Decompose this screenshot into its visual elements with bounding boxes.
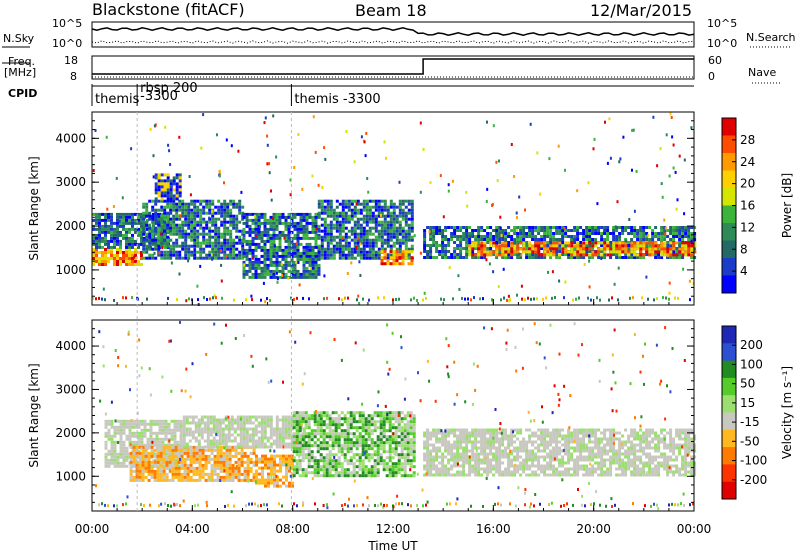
velocity-colorbar-label: Velocity [m s⁻¹] [780,366,794,459]
noise-panel-frame [91,21,695,48]
power-colorbar-label: Power [dB] [780,173,794,238]
power-colorbar-tick-label: 24 [740,155,755,169]
velocity-colorbar-segment [722,412,736,431]
velocity-colorbar-tick-label: -200 [740,473,767,487]
freq-panel-frame [91,55,695,80]
cpid-segment-label: -3300 [140,89,178,104]
noise-search-series [91,40,695,44]
velocity-colorbar-segment [722,377,736,396]
power-colorbar-segment [722,223,736,241]
velocity-colorbar-tick-label: 200 [740,338,763,352]
velocity-colorbar-tick-label: -15 [740,415,760,429]
freq-label-bottom: [MHz] [4,66,37,79]
xtick-label: 04:00 [175,522,210,536]
power-colorbar-tick-label: 8 [740,242,748,256]
noise-left-tick-bottom: 10^0 [52,37,83,50]
velocity-colorbar-segment [722,464,736,483]
noise-right-tick-top: 10^5 [707,17,738,30]
power-colorbar-segment [722,153,736,171]
velocity-band [129,445,256,482]
velocity-colorbar-segment [722,429,736,448]
velocity-ytick-label: 3000 [55,382,86,396]
nave-label: Nave [748,66,777,79]
xtick-label: 16:00 [476,522,511,536]
velocity-colorbar-tick-label: -100 [740,454,767,468]
xtick-label: 00:00 [75,522,110,536]
power-colorbar-tick-label: 12 [740,220,755,234]
power-colorbar-segment [722,170,736,189]
power-ytick-label: 2000 [55,219,86,233]
velocity-ytick-label: 1000 [55,469,86,483]
power-band [154,173,182,201]
power-band [92,248,143,266]
velocity-ytick-label: 4000 [55,339,86,353]
cpid-segment-label: rbsp 200 [140,81,198,96]
velocity-colorbar-tick-label: -50 [740,434,760,448]
power-colorbar-segment [722,135,736,154]
xtick-label: 20:00 [576,522,611,536]
cpid-segment-label: themis -3300 [294,92,380,107]
noise-left-tick-top: 10^5 [52,17,83,30]
power-band [242,212,321,279]
velocity-colorbar-segment [722,481,736,500]
power-scatter [92,112,695,306]
freq-label-top: Freq. [8,55,36,68]
velocity-colorbar-tick-label: 100 [740,357,763,371]
power-band [317,199,414,260]
power-colorbar-segment [722,188,736,206]
velocity-scatter [95,320,694,511]
date-label: 12/Mar/2015 [590,1,693,20]
power-colorbar-segment [722,118,736,136]
xtick-label: 08:00 [275,522,310,536]
velocity-ytick-label: 2000 [55,426,86,440]
power-colorbar-segment [722,205,736,224]
velocity-colorbar-tick-label: 50 [740,377,755,391]
power-colorbar-tick-label: 16 [740,199,755,213]
velocity-band [179,415,306,449]
freq-left-tick-top: 18 [64,54,78,67]
cpid-label: CPID [8,87,38,100]
freq-right-tick-top: 60 [708,54,722,67]
power-ytick-label: 4000 [55,131,86,145]
power-band [380,250,414,266]
power-colorbar-segment [722,258,736,276]
xtick-label: 00:00 [677,522,712,536]
power-band [142,199,245,260]
velocity-colorbar-segment [722,360,736,379]
velocity-band [423,428,697,477]
power-ytick-label: 1000 [55,263,86,277]
noise-right-tick-bottom: 10^0 [707,37,738,50]
power-colorbar-tick-label: 20 [740,177,755,191]
power-colorbar-tick-label: 4 [740,264,748,278]
velocity-band [292,411,416,478]
velocity-colorbar-segment [722,447,736,465]
velocity-colorbar-segment [722,326,736,344]
cpid-segment-label: themis [95,92,140,107]
power-colorbar-tick-label: 28 [740,133,755,147]
power-colorbar-segment [722,275,736,294]
freq-series [92,58,694,75]
velocity-colorbar-segment [722,395,736,413]
freq-left-tick-bottom: 8 [70,70,77,83]
noise-search-label: N.Search [746,31,796,44]
power-ytick-label: 3000 [55,175,86,189]
velocity-colorbar-segment [722,343,736,362]
radar-title: Blackstone (fitACF) [92,0,245,19]
power-colorbar-segment [722,240,736,259]
power-ylabel: Slant Range [km] [27,156,41,260]
freq-right-tick-bottom: 0 [708,70,715,83]
power-band [468,241,697,257]
velocity-colorbar-frame [721,325,737,500]
noise-sky-series [91,27,695,36]
velocity-colorbar-tick-label: 15 [740,396,755,410]
noise-sky-label: N.Sky [3,32,35,45]
beam-label: Beam 18 [355,1,427,20]
xtick-label: 12:00 [376,522,411,536]
velocity-ylabel: Slant Range [km] [27,363,41,467]
x-axis-label: Time UT [367,539,418,553]
